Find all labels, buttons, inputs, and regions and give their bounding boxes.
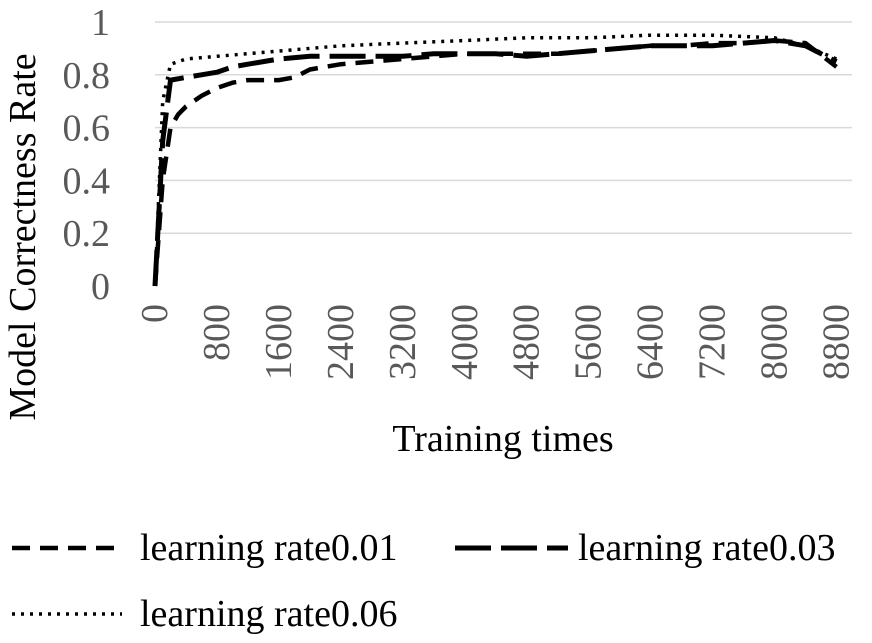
x-tick-label: 0: [134, 304, 176, 323]
y-tick-label: 0.4: [63, 160, 111, 202]
y-axis-title: Model Correctness Rate: [2, 53, 44, 420]
y-tick-label: 0.2: [63, 213, 111, 255]
legend-label: learning rate0.06: [140, 593, 397, 635]
x-tick-label: 6400: [630, 304, 672, 380]
x-tick-label: 1600: [258, 304, 300, 380]
x-tick-label: 3200: [382, 304, 424, 380]
y-axis-ticks: 0 0.2 0.4 0.6 0.8 1: [63, 2, 111, 308]
x-tick-label: 8000: [754, 304, 796, 380]
series-line-3: [153, 33, 838, 287]
x-tick-label: 2400: [320, 304, 362, 380]
y-tick-label: 0: [91, 266, 110, 308]
x-tick-label: 800: [196, 304, 238, 361]
x-tick-label: 4800: [506, 304, 548, 380]
x-tick-label: 4000: [444, 304, 486, 380]
legend-label: learning rate0.01: [140, 527, 397, 569]
legend-label: learning rate0.03: [578, 527, 835, 569]
x-axis-ticks: 0 800 1600 2400 3200 4000 4800 5600 6400 7200 8000…: [134, 304, 858, 380]
series-line-1: [152, 38, 838, 287]
y-tick-label: 1: [91, 2, 110, 44]
gridlines: [155, 21, 852, 234]
y-tick-label: 0.6: [63, 108, 111, 150]
x-tick-label: 5600: [568, 304, 610, 380]
legend: learning rate0.01 learning rate0.03 learni…: [12, 527, 835, 635]
series-line-2: [152, 38, 838, 287]
x-tick-label: 8800: [816, 304, 858, 380]
x-axis-title: Training times: [392, 418, 613, 460]
series-lines: [152, 33, 838, 287]
x-tick-label: 7200: [692, 304, 734, 380]
y-tick-label: 0.8: [63, 55, 111, 97]
